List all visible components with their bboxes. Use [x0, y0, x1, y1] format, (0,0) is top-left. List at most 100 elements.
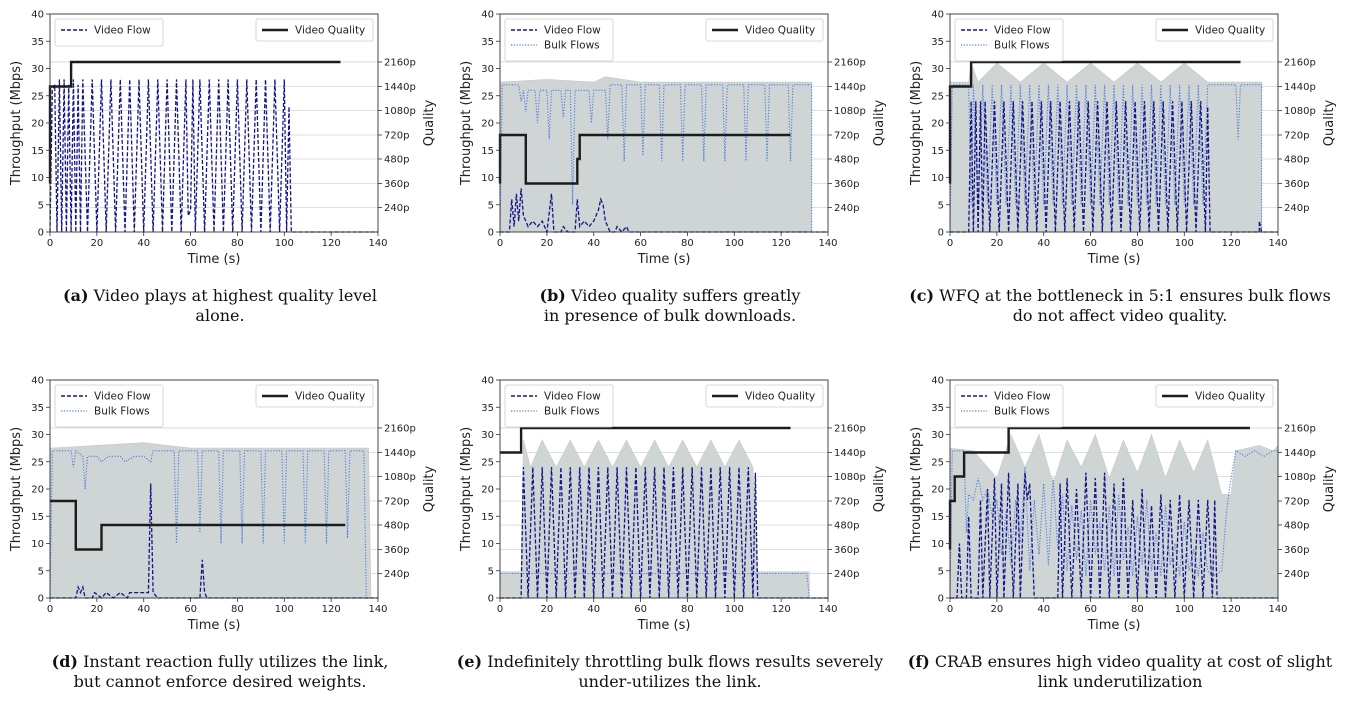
legend-quality-entry: Video Quality: [295, 25, 365, 37]
legend-quality-entry: Video Quality: [745, 25, 815, 37]
caption-line1: Video plays at highest quality level: [93, 286, 377, 305]
legend-entry-0: Video Flow: [544, 25, 601, 37]
bulk-flows-line: [499, 84, 828, 233]
x-tick-label-5: 100: [725, 604, 744, 615]
x-tick-label-0: 0: [947, 238, 953, 249]
caption-label: (f): [907, 652, 930, 671]
caption-label: (d): [51, 652, 78, 671]
y-tick-label-1: 5: [938, 566, 944, 577]
x-tick-label-4: 80: [231, 238, 244, 249]
y-axis-label: Throughput (Mbps): [909, 61, 924, 186]
capacity-area: [49, 442, 372, 599]
y-tick-label-2: 10: [481, 173, 494, 184]
y-tick-label-8: 40: [31, 376, 44, 387]
y-tick-label-1: 5: [488, 566, 494, 577]
chart-b: 0 20 40 60 80 100 120 140 0 5 10 15 20 25 30 35 40 2160p 1…: [459, 10, 887, 268]
x-tick-label-2: 40: [587, 238, 600, 249]
legend-right-box: [705, 384, 824, 408]
caption-label: (b): [539, 286, 566, 305]
y2-tick-label-4: 480p: [384, 154, 409, 165]
caption-line2: under-utilizes the link.: [578, 672, 762, 691]
x-tick-label-3: 60: [634, 238, 647, 249]
x-tick-label-5: 100: [275, 238, 294, 249]
y-tick-label-6: 30: [31, 64, 44, 75]
x-tick-label-6: 120: [1222, 238, 1241, 249]
y-tick-label-2: 10: [931, 173, 944, 184]
x-tick-label-6: 120: [772, 604, 791, 615]
legend-quality-entry: Video Quality: [1195, 25, 1265, 37]
y2-axis-label: Quality: [872, 465, 887, 512]
y2-tick-label-5: 360p: [384, 179, 409, 190]
x-tick-label-4: 80: [681, 238, 694, 249]
caption-f: (f) CRAB ensures high video quality at c…: [900, 652, 1340, 692]
x-tick-label-0: 0: [47, 604, 53, 615]
caption-b: (b) Video quality suffers greatly in pre…: [450, 286, 890, 326]
y-tick-label-4: 20: [931, 119, 944, 130]
y-tick-label-8: 40: [481, 10, 494, 21]
y2-tick-label-1: 1440p: [834, 448, 866, 459]
y-tick-label-7: 35: [481, 37, 494, 48]
x-tick-label-2: 40: [137, 238, 150, 249]
caption-e: (e) Indefinitely throttling bulk flows r…: [450, 652, 890, 692]
y-tick-label-7: 35: [481, 403, 494, 414]
x-tick-label-3: 60: [184, 604, 197, 615]
caption-line1: WFQ at the bottleneck in 5:1 ensures bul…: [939, 286, 1331, 305]
y2-tick-label-2: 1080p: [1284, 106, 1316, 117]
y-tick-label-4: 20: [931, 485, 944, 496]
bulk-flows-line: [49, 449, 378, 599]
y-tick-label-5: 25: [931, 91, 944, 102]
panel-b: 0 20 40 60 80 100 120 140 0 5 10 15 20 25 30 35 40 2160p 1…: [450, 0, 890, 340]
y2-tick-label-5: 360p: [1284, 179, 1309, 190]
x-tick-label-5: 100: [275, 604, 294, 615]
x-tick-label-1: 20: [990, 238, 1003, 249]
caption-line1: Instant reaction fully utilizes the link…: [83, 652, 389, 671]
y2-tick-label-2: 1080p: [384, 472, 416, 483]
y2-tick-label-1: 1440p: [1284, 448, 1316, 459]
y2-tick-label-0: 2160p: [1284, 423, 1316, 434]
x-tick-label-4: 80: [1131, 604, 1144, 615]
video-quality-line: [50, 499, 346, 551]
x-tick-label-6: 120: [1222, 604, 1241, 615]
panel-c: 0 20 40 60 80 100 120 140 0 5 10 15 20 25 30 35 40 2160p 1…: [900, 0, 1340, 340]
chart-e: 0 20 40 60 80 100 120 140 0 5 10 15 20 25 30 35 40 2160p 1…: [459, 376, 887, 634]
y-tick-label-8: 40: [931, 10, 944, 21]
y-tick-label-1: 5: [938, 200, 944, 211]
y-tick-label-0: 0: [488, 594, 494, 605]
video-quality-line: [948, 426, 1250, 550]
y-tick-label-5: 25: [931, 457, 944, 468]
y2-tick-label-1: 1440p: [834, 82, 866, 93]
x-tick-label-1: 20: [540, 238, 553, 249]
y-axis-label: Throughput (Mbps): [909, 427, 924, 552]
y2-tick-label-0: 2160p: [1284, 57, 1316, 68]
y-tick-label-4: 20: [481, 485, 494, 496]
y2-tick-label-6: 240p: [1284, 569, 1309, 580]
legend-entry-1: Bulk Flows: [544, 40, 600, 52]
legend-entry-1: Bulk Flows: [94, 406, 150, 418]
y2-tick-label-2: 1080p: [834, 472, 866, 483]
caption-line1: Indefinitely throttling bulk flows resul…: [487, 652, 884, 671]
x-tick-label-4: 80: [1131, 238, 1144, 249]
x-tick-label-2: 40: [1037, 238, 1050, 249]
y-tick-label-4: 20: [31, 119, 44, 130]
y-tick-label-7: 35: [931, 37, 944, 48]
y2-tick-label-6: 240p: [384, 569, 409, 580]
x-tick-label-6: 120: [322, 238, 341, 249]
legend-right-box: [1155, 384, 1274, 408]
y-tick-label-8: 40: [481, 376, 494, 387]
y-tick-label-2: 10: [481, 539, 494, 550]
caption-d: (d) Instant reaction fully utilizes the …: [0, 652, 440, 692]
panel-e: 0 20 40 60 80 100 120 140 0 5 10 15 20 25 30 35 40 2160p 1…: [450, 366, 890, 706]
y-tick-label-0: 0: [488, 228, 494, 239]
legend-right-box: [255, 18, 374, 42]
video-flow-line: [49, 79, 378, 233]
legend-quality-entry: Video Quality: [1195, 391, 1265, 403]
legend-entry-0: Video Flow: [994, 391, 1051, 403]
y2-tick-label-0: 2160p: [834, 423, 866, 434]
panel-d: 0 20 40 60 80 100 120 140 0 5 10 15 20 25 30 35 40 2160p 1…: [0, 366, 440, 706]
y-tick-label-0: 0: [938, 594, 944, 605]
legend-entry-1: Bulk Flows: [994, 406, 1050, 418]
chart-a: 0 20 40 60 80 100 120 140 0 5 10 15 20 25 30 35 40 2160p 1…: [9, 10, 437, 268]
y2-tick-label-4: 480p: [834, 154, 859, 165]
y-axis-label: Throughput (Mbps): [459, 427, 474, 552]
y2-tick-label-4: 480p: [834, 520, 859, 531]
